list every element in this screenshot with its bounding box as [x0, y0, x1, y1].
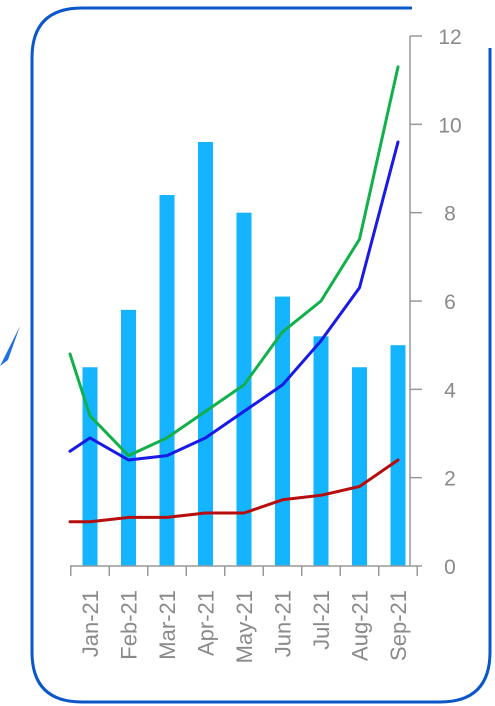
- y-tick-label: 12: [438, 26, 461, 49]
- bars-layer: [82, 142, 406, 566]
- x-tick-label: Jul-21: [309, 590, 334, 650]
- y-tick-label: 6: [444, 291, 456, 314]
- bar-apr-21: [198, 142, 213, 566]
- series-line-3: [68, 458, 400, 524]
- bar-jan-21: [82, 367, 98, 566]
- bar-mar-21: [159, 195, 175, 566]
- x-tick-label: Aug-21: [348, 590, 373, 661]
- bar-aug-21: [352, 367, 367, 566]
- x-tick-label: Mar-21: [155, 590, 180, 660]
- x-tick-label: May-21: [232, 590, 257, 663]
- series-line-1: [68, 65, 400, 458]
- axes-layer: 0 2 4 6 8 10 12 Jan-21 Feb-21 Mar-21 Apr-21 May-21 J…: [70, 26, 462, 663]
- y-tick-label: 4: [444, 379, 456, 402]
- y-tick-label: 0: [444, 556, 456, 579]
- y-tick-label: 10: [438, 114, 461, 137]
- bar-feb-21: [121, 309, 136, 566]
- bar-may-21: [236, 212, 252, 566]
- x-tick-label: Apr-21: [194, 590, 219, 656]
- arrow-pointer-icon: [0, 326, 20, 366]
- x-tick-label: Jun-21: [271, 590, 296, 657]
- x-tick-label: Sep-21: [386, 590, 411, 661]
- bar-sep-21: [390, 345, 406, 566]
- x-tick-label: Jan-21: [78, 590, 103, 657]
- y-tick-label: 8: [444, 203, 456, 226]
- x-tick-label: Feb-21: [117, 590, 142, 660]
- bar-jul-21: [313, 336, 329, 566]
- chart-frame: [30, 6, 492, 704]
- lines-layer: [68, 65, 400, 524]
- series-line-2: [68, 140, 400, 462]
- y-tick-label: 2: [444, 468, 456, 491]
